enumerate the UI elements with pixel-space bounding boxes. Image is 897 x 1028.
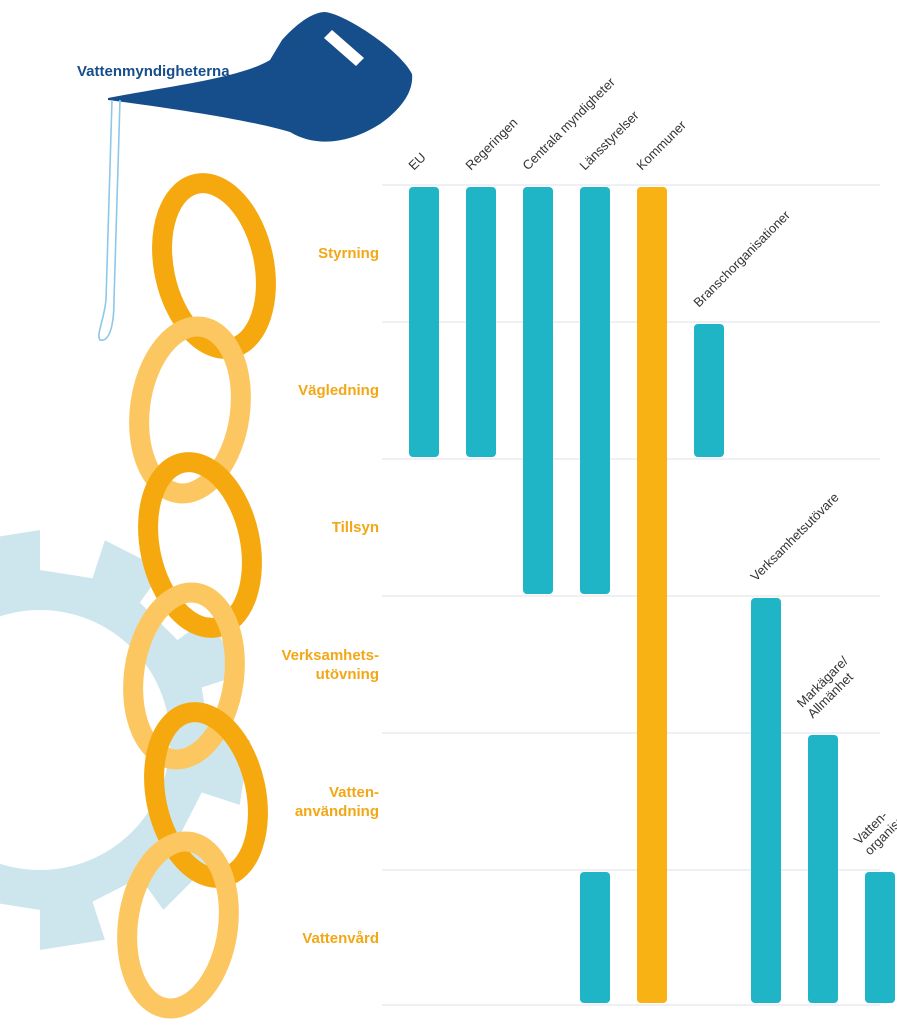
watering-can-handle: [324, 30, 364, 66]
actor-bar: [523, 187, 553, 594]
chain-link: [117, 831, 239, 1019]
watering-can-icon: [98, 12, 413, 341]
row-label-vattenvard: Vattenvård: [302, 930, 379, 947]
row-label-verksamhetsutovning: Verksamhets- utövning: [281, 646, 379, 683]
actor-bar: [637, 187, 667, 1003]
chain-graphic: [117, 173, 276, 1019]
actor-bar: [694, 324, 724, 457]
actor-bars: [409, 187, 895, 1003]
chain-link: [138, 452, 262, 638]
row-label-tillsyn: Tillsyn: [331, 519, 379, 536]
row-label-vattenanvandning: Vatten- användning: [294, 783, 379, 820]
brand-name: Vattenmyndigheterna: [77, 63, 230, 80]
row-label-styrning: Styrning: [318, 245, 379, 262]
actor-bar: [466, 187, 496, 457]
actor-bar: [808, 735, 838, 1003]
actor-bar-segment: [580, 872, 610, 1003]
actor-bar: [865, 872, 895, 1003]
chain-link: [123, 582, 245, 770]
actor-bar: [580, 187, 610, 594]
actor-bar: [751, 598, 781, 1003]
chain-link: [129, 316, 251, 504]
row-label-vagledning: Vägledning: [298, 382, 379, 399]
actor-bar: [409, 187, 439, 457]
water-stream: [98, 99, 121, 341]
row-gridlines: [382, 184, 880, 1006]
